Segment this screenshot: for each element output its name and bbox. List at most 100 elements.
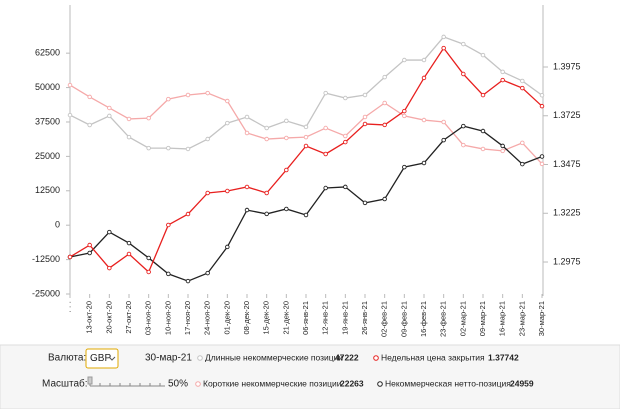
point [225,120,230,126]
point [67,254,73,260]
point [107,265,112,271]
x-tick-label: 19-янв-21 [340,301,349,335]
point [500,77,505,83]
point [303,134,309,140]
legend-marker [197,355,203,361]
point [87,250,92,256]
series-line [69,125,543,282]
point [480,52,486,58]
point [421,117,427,123]
point [87,242,92,248]
point [402,108,407,114]
x-tick-label: 02-фев-21 [380,301,389,337]
point [146,145,151,151]
x-tick-label: 20-окт-20 [104,301,113,334]
point [284,206,289,212]
x-tick-label: 03-ноя-20 [144,301,153,335]
point [441,119,446,125]
point [441,34,446,40]
point [539,161,545,167]
point [343,139,348,145]
y2-tick-label: 1.3725 [553,110,581,120]
point [362,92,368,98]
point [323,151,328,157]
point [244,184,250,190]
point [185,278,191,284]
point [225,98,230,104]
point [382,100,387,106]
point [225,188,230,194]
point [87,122,92,128]
point [166,222,171,228]
point [67,112,73,118]
point [500,69,505,75]
point [303,212,309,218]
point [185,92,191,98]
x-tick-placeholder: · · · [65,301,74,313]
point [539,154,545,159]
y-tick-label: -12500 [32,254,60,264]
currency-value[interactable]: GBP [90,353,111,364]
point [205,190,210,196]
y-tick-label: 0 [55,220,60,230]
series-line [69,36,543,150]
legend-value: 1.37742 [488,352,519,362]
point [146,269,151,275]
point [362,121,368,127]
point [480,92,486,98]
date: 30-мар-21 [145,353,192,364]
legend-value: 47222 [335,352,359,362]
x-tick-label: 12-янв-21 [321,301,330,335]
point [402,164,407,170]
series-line [69,84,543,165]
scale-value: 50% [168,379,188,390]
y2-tick-label: 1.3225 [553,208,581,218]
point [461,123,466,129]
point [539,103,545,109]
point [185,146,191,152]
slider-handle[interactable] [87,376,93,385]
point [107,229,112,235]
legend-label: Некоммерческая нетто-позиция [385,378,511,388]
y-tick-label: 62500 [35,48,60,58]
point [382,74,387,80]
x-tick-label: 16-фев-21 [419,301,428,337]
currency-select[interactable] [85,348,119,369]
point [205,136,210,142]
x-tick-label: 01-дек-20 [222,301,231,335]
point [421,75,427,81]
currency-label: Валюта: [48,353,86,364]
x-tick-label: 21-дек-20 [281,301,290,335]
y2-tick-label: 1.2975 [553,256,581,266]
point [303,143,309,149]
legend-marker [377,381,383,387]
point [461,41,466,47]
point [343,133,348,139]
point [166,271,171,277]
point [284,135,289,141]
y-tick-label: 37500 [35,116,60,126]
point [205,90,210,96]
y-tick-label: 12500 [35,185,60,195]
x-tick-label: 15-дек-20 [262,301,271,335]
x-tick-label: 09-фев-21 [399,301,408,337]
point [126,240,132,246]
point [480,128,486,134]
point [520,85,525,91]
x-tick-label: 26-янв-21 [360,301,369,335]
legend-marker [373,355,379,361]
x-tick-label: 02-мар-21 [458,301,467,336]
point [244,114,250,120]
point [441,45,446,51]
y-tick-label: 25000 [35,151,60,161]
x-tick-label: 24-ноя-20 [203,301,212,335]
x-tick-label: 13-окт-20 [85,301,94,334]
point [107,113,112,119]
x-tick-label: 17-ноя-20 [183,301,192,335]
point [323,125,328,131]
select-arrow [108,356,116,361]
point [500,148,505,154]
point [166,145,171,151]
point [244,207,250,213]
point [284,167,289,173]
